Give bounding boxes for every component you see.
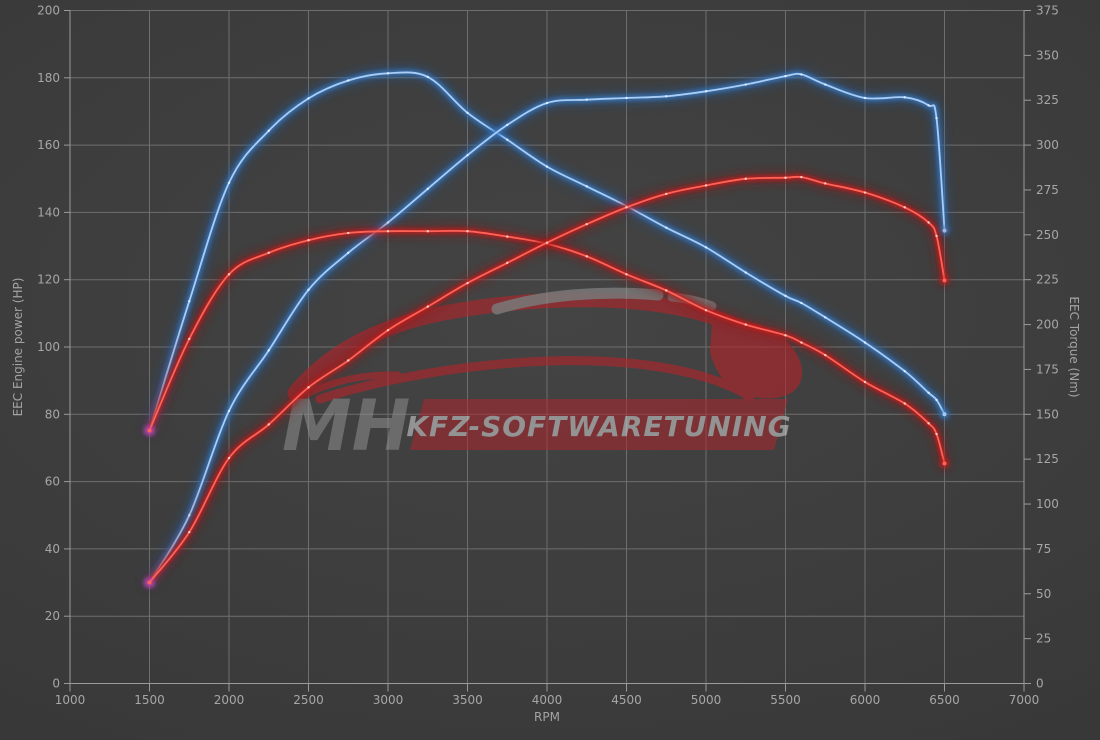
y-right-tick-label: 375 [1036,4,1059,18]
x-tick-label: 3000 [373,693,404,707]
curve-power-red [144,171,950,589]
x-tick-label: 1500 [134,693,165,707]
x-tick-label: 6500 [929,693,960,707]
y-right-tick-label: 350 [1036,48,1059,62]
x-tick-label: 5500 [770,693,801,707]
watermark-car-window [491,287,664,315]
y-right-tick-label: 0 [1036,677,1044,691]
x-tick-label: 2000 [214,693,245,707]
y-right-tick-label: 25 [1036,632,1051,646]
curve-power-blue [144,68,950,589]
x-tick-label: 4000 [532,693,563,707]
x-tick-label: 7000 [1009,693,1040,707]
y-right-tick-label: 100 [1036,497,1059,511]
x-tick-label: 5000 [691,693,722,707]
x-tick-label: 1000 [55,693,86,707]
y-left-tick-label: 200 [37,4,60,18]
y-left-tick-label: 40 [45,542,60,556]
x-tick-label: 3500 [452,693,483,707]
x-tick-label: 4500 [611,693,642,707]
left-axis-title: EEC Engine power (HP) [11,277,25,417]
watermark-banner [410,399,788,450]
y-right-tick-label: 125 [1036,452,1059,466]
watermark-car-bodyline [315,356,755,404]
y-left-tick-label: 140 [37,205,60,219]
y-left-tick-label: 60 [45,475,60,489]
axes: 1000 1500 2000 2500 3000 3500 4000 4500 5000 5500… [37,4,1059,708]
y-right-tick-label: 250 [1036,228,1059,242]
x-tick-label: 2500 [293,693,324,707]
y-left-tick-label: 180 [37,71,60,85]
y-left-tick-label: 120 [37,273,60,287]
y-left-tick-label: 20 [45,609,60,623]
x-axis-title: RPM [534,710,560,724]
y-right-tick-label: 225 [1036,273,1059,287]
y-left-tick-label: 100 [37,340,60,354]
curve-torque-red [144,225,950,469]
y-right-tick-label: 275 [1036,183,1059,197]
x-tick-label: 6000 [850,693,881,707]
y-right-tick-label: 150 [1036,407,1059,421]
y-right-tick-label: 200 [1036,318,1059,332]
curve-torque-blue [144,66,950,436]
y-right-tick-label: 300 [1036,138,1059,152]
y-right-tick-label: 175 [1036,362,1059,376]
y-left-tick-label: 80 [45,407,60,421]
y-left-tick-label: 160 [37,138,60,152]
right-axis-title: EEC Torque (Nm) [1067,296,1081,398]
watermark-brand-text: KFZ-SOFTWARETUNING [406,410,791,443]
y-left-tick-label: 0 [52,677,60,691]
y-right-tick-label: 75 [1036,542,1051,556]
y-right-tick-label: 325 [1036,93,1059,107]
watermark-car-rear [710,320,803,399]
y-right-tick-label: 50 [1036,587,1051,601]
